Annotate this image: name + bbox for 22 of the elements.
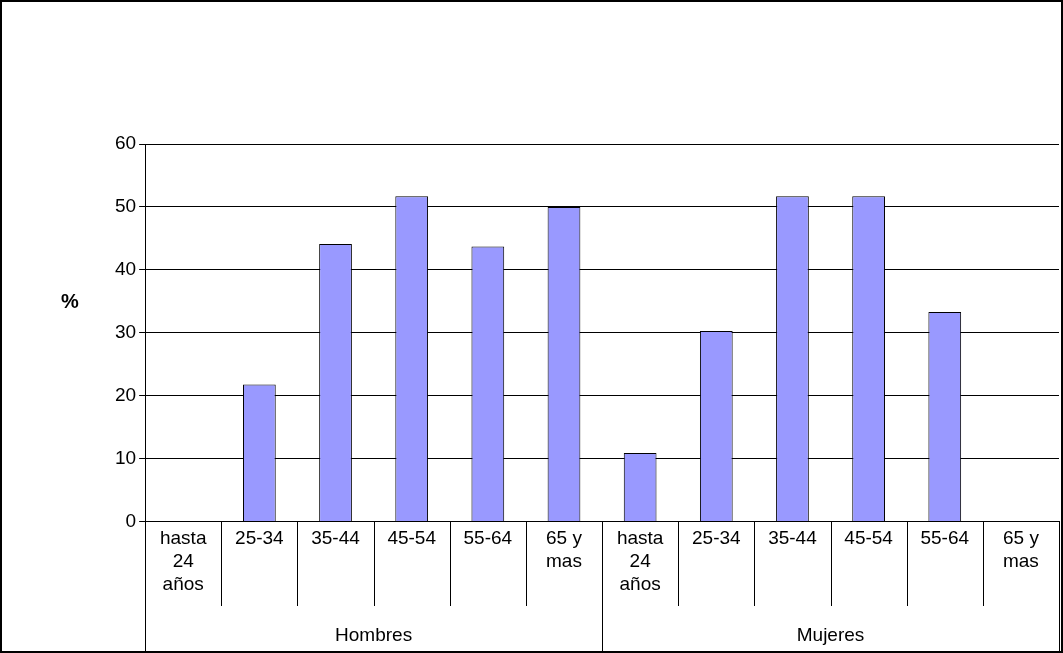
- x-tick-label: 65 y mas: [1002, 527, 1040, 572]
- x-tick-label: hasta 24 años: [616, 527, 664, 594]
- text: Hombres: [335, 624, 413, 646]
- y-tick-label: 50: [114, 195, 137, 217]
- y-tick-label: 60: [114, 132, 137, 154]
- y-axis-title: %: [61, 290, 80, 313]
- x-tick-label: 55-64: [463, 527, 513, 549]
- y-tick-label: 40: [114, 258, 137, 280]
- y-tick-label: 10: [114, 446, 137, 468]
- x-tick-label: 35-44: [311, 527, 361, 549]
- y-tick-label: 0: [125, 509, 137, 531]
- x-tick-label: 25-34: [692, 527, 742, 549]
- text: Mujeres: [796, 624, 865, 646]
- x-tick-label: 25-34: [235, 527, 285, 549]
- x-tick-label: 35-44: [768, 527, 818, 549]
- x-tick-label: 55-64: [920, 527, 970, 549]
- x-tick-label: 45-54: [387, 527, 437, 549]
- x-tick-label: 45-54: [844, 527, 894, 549]
- y-tick-label: 20: [114, 383, 137, 405]
- y-tick-label: 30: [114, 321, 137, 343]
- x-tick-label: hasta 24 años: [159, 527, 207, 594]
- x-tick-label: 65 y mas: [546, 527, 583, 572]
